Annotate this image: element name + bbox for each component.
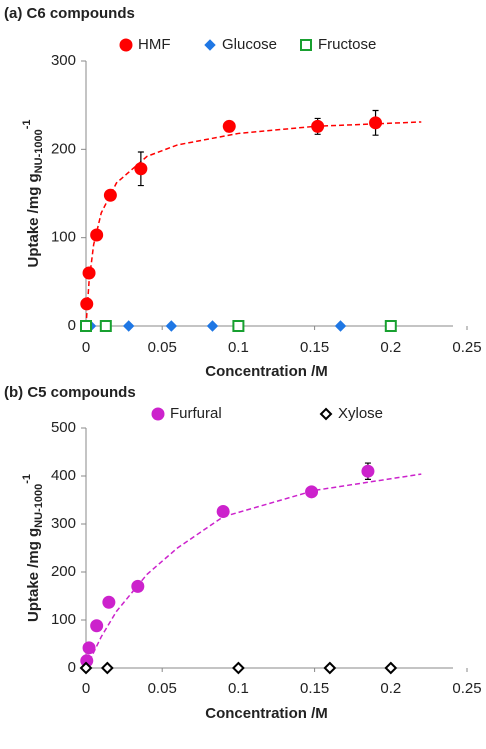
data-point	[384, 320, 397, 332]
x-tick-label: 0.15	[300, 680, 329, 697]
x-tick-label: 0.15	[300, 339, 329, 356]
y-tick-label: 100	[51, 229, 76, 246]
y-label-sub: NU-1000	[33, 484, 45, 528]
y-axis-label: Uptake /mg gNU-1000-1	[21, 474, 45, 622]
legend-marker	[300, 39, 312, 51]
data-point	[369, 116, 383, 130]
x-tick-label: 0.1	[228, 339, 249, 356]
legend-label: HMF	[138, 36, 171, 53]
y-axis-label: Uptake /mg gNU-1000-1	[21, 120, 45, 268]
x-tick-label: 0.1	[228, 680, 249, 697]
data-point	[90, 228, 104, 242]
x-tick-label: 0.2	[380, 339, 401, 356]
data-point	[165, 320, 178, 332]
x-tick-label: 0.2	[380, 680, 401, 697]
x-tick-label: 0	[82, 680, 90, 697]
x-tick-label: 0	[82, 339, 90, 356]
data-point	[384, 661, 398, 675]
y-tick-label: 300	[51, 52, 76, 69]
y-tick-label: 400	[51, 467, 76, 484]
data-point	[79, 661, 93, 675]
data-point	[206, 320, 219, 332]
data-point	[311, 119, 325, 133]
data-point	[82, 266, 96, 280]
y-tick-label: 0	[68, 317, 76, 334]
data-point	[99, 320, 112, 332]
y-tick-label: 500	[51, 419, 76, 436]
data-point	[100, 661, 114, 675]
y-tick-label: 300	[51, 515, 76, 532]
legend-label: Fructose	[318, 36, 376, 53]
data-point	[102, 595, 116, 609]
y-tick-label: 200	[51, 140, 76, 157]
data-point	[232, 320, 245, 332]
y-tick-label: 0	[68, 659, 76, 676]
legend-marker	[319, 407, 333, 421]
data-point	[222, 119, 236, 133]
data-point	[80, 320, 92, 332]
data-point	[82, 641, 96, 655]
x-tick-label: 0.25	[452, 339, 481, 356]
panel-title: (b) C5 compounds	[4, 384, 136, 401]
y-label-text: Uptake /mg g	[25, 528, 42, 622]
y-label-sup: -1	[21, 474, 33, 484]
fit-line	[85, 473, 422, 669]
legend-marker	[204, 39, 216, 51]
y-tick-label: 200	[51, 563, 76, 580]
y-label-text: Uptake /mg g	[25, 173, 42, 267]
y-label-sup: -1	[21, 120, 33, 130]
data-point	[122, 320, 135, 332]
x-axis-label: Concentration /M	[205, 705, 328, 722]
legend-label: Furfural	[170, 405, 222, 422]
panel-title: (a) C6 compounds	[4, 5, 135, 22]
x-tick-label: 0.05	[148, 339, 177, 356]
legend-marker	[119, 38, 133, 52]
data-point	[361, 464, 375, 478]
x-tick-label: 0.05	[148, 680, 177, 697]
data-point	[80, 297, 94, 311]
data-point	[305, 485, 319, 499]
data-point	[216, 505, 230, 519]
data-point	[134, 162, 148, 176]
data-point	[131, 579, 145, 593]
data-point	[103, 188, 117, 202]
data-point	[323, 661, 337, 675]
legend-marker	[151, 407, 165, 421]
fit-line	[85, 121, 422, 327]
legend-label: Glucose	[222, 36, 277, 53]
data-point	[90, 619, 104, 633]
data-point	[231, 661, 245, 675]
y-tick-label: 100	[51, 611, 76, 628]
legend-label: Xylose	[338, 405, 383, 422]
x-axis-label: Concentration /M	[205, 363, 328, 380]
y-label-sub: NU-1000	[33, 129, 45, 173]
x-tick-label: 0.25	[452, 680, 481, 697]
data-point	[334, 320, 347, 332]
